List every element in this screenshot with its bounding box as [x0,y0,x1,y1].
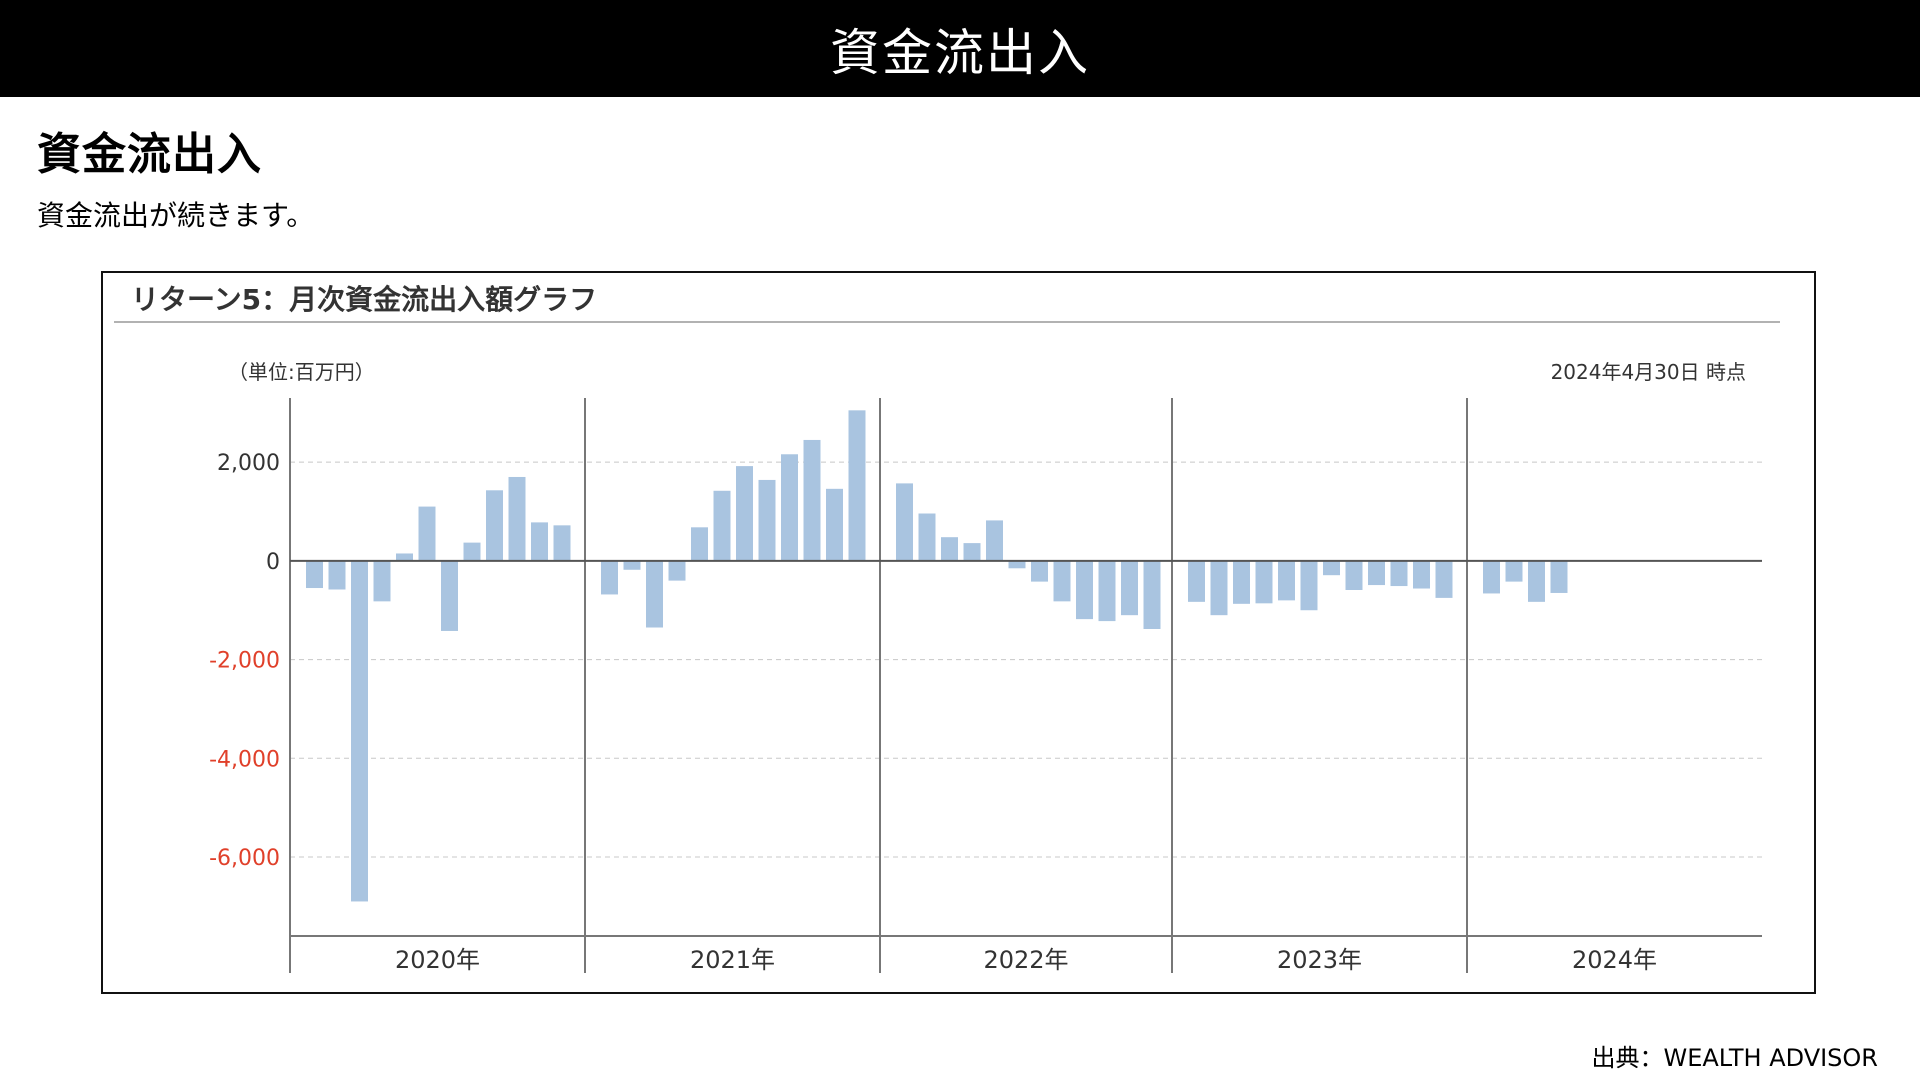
bar [986,520,1003,561]
bar [1076,560,1093,620]
bar [553,525,571,561]
bar [918,513,936,561]
top-title-bar: 資金流出入 [0,0,1920,97]
bar [1300,560,1318,611]
bar [1483,560,1500,594]
bar [306,560,323,589]
bar [896,483,913,561]
bar [1233,560,1250,604]
bar [1435,560,1453,598]
bar [508,476,526,561]
bar [1390,560,1408,587]
bar [736,466,753,561]
bar [963,543,981,561]
bar [848,410,866,561]
bar [441,560,458,631]
bar [1031,560,1048,582]
x-group-label: 2023年 [1277,946,1362,974]
bar [1188,560,1205,602]
bar [1278,560,1295,601]
bar [601,560,618,595]
x-group-label: 2021年 [690,946,775,974]
bar [463,542,481,561]
y-tick-label: -4,000 [209,747,280,772]
bar [623,560,641,570]
bar [1143,560,1161,629]
bar [1121,560,1138,616]
bar [691,527,708,561]
bar [646,560,663,628]
unit-label: （単位:百万円） [228,360,375,384]
bar [1323,560,1340,576]
y-tick-label: -6,000 [209,846,280,871]
bar [803,439,821,561]
chart-frame [101,271,1816,994]
chart-title: リターン5：月次資金流出入額グラフ [131,283,598,316]
bar [1345,560,1363,591]
bar [1528,560,1545,602]
bar [713,490,731,561]
as-of-label: 2024年4月30日 時点 [1550,360,1746,384]
x-group-label: 2024年 [1572,946,1657,974]
bar [1255,560,1273,604]
bar [373,560,391,602]
bar [418,506,436,561]
bar [1098,560,1116,622]
bar [668,560,686,581]
bar [486,490,503,561]
bar [1413,560,1430,589]
bar [1505,560,1523,582]
bar [1368,560,1385,586]
bar [328,560,346,590]
page-subtext: 資金流出が続きます。 [37,199,315,232]
source-credit: 出典：WEALTH ADVISOR [1591,1044,1879,1072]
page-heading: 資金流出入 [37,129,262,180]
bar [826,488,843,561]
bar [1008,560,1026,569]
top-title: 資金流出入 [830,23,1090,82]
bar [1053,560,1071,602]
bar [1550,560,1568,593]
bar [781,454,798,561]
bar [1210,560,1228,616]
bar [396,553,413,561]
y-tick-label: 2,000 [217,451,280,476]
bar [351,560,368,902]
bar [758,479,776,561]
x-group-label: 2020年 [395,946,480,974]
bar [941,537,958,561]
y-tick-label: 0 [266,550,280,575]
y-tick-label: -2,000 [209,649,280,674]
bar [531,522,548,561]
x-group-label: 2022年 [983,946,1068,974]
